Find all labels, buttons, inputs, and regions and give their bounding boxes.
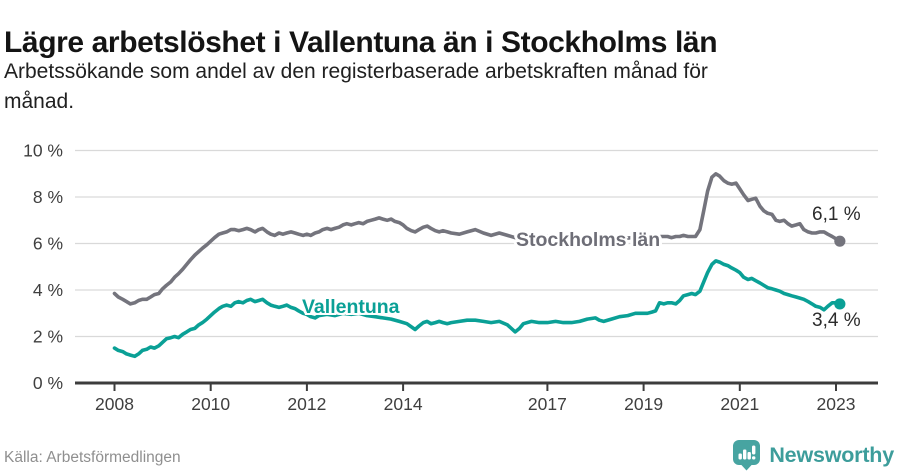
newsworthy-logo[interactable]: Newsworthy <box>732 439 894 471</box>
y-axis-label: 10 % <box>23 141 63 161</box>
subtitle-line-2: månad. <box>4 90 75 113</box>
y-axis-label: 6 % <box>33 234 63 254</box>
end-dot-vallentuna <box>834 298 846 310</box>
end-value-vallentuna: 3,4 % <box>812 310 861 331</box>
x-axis-label: 2021 <box>720 394 759 414</box>
y-axis-label: 0 % <box>33 373 63 393</box>
end-value-stockholms-lan: 6,1 % <box>812 204 861 225</box>
series-line-vallentuna <box>112 259 842 359</box>
x-axis-label: 2017 <box>528 394 567 414</box>
x-axis-label: 2010 <box>191 394 230 414</box>
y-axis-label: 8 % <box>33 187 63 207</box>
page-title: Lägre arbetslöshet i Vallentuna än i Sto… <box>4 26 718 60</box>
end-dot-stockholms-lan <box>834 235 846 247</box>
x-axis-label: 2012 <box>287 394 326 414</box>
series-label-vallentuna: Vallentuna <box>302 296 400 318</box>
source-note: Källa: Arbetsförmedlingen <box>4 449 181 466</box>
newsworthy-icon <box>733 440 761 471</box>
x-axis-label: 2019 <box>624 394 663 414</box>
y-axis-label: 4 % <box>33 280 63 300</box>
y-axis-label: 2 % <box>33 327 63 347</box>
series-line-stockholms-lan <box>112 172 842 306</box>
subtitle-line-1: Arbetssökande som andel av den registerb… <box>4 60 708 83</box>
x-axis-label: 2014 <box>384 394 423 414</box>
chart-subtitle: Arbetssökande som andel av den registerb… <box>4 57 864 117</box>
x-axis-label: 2008 <box>95 394 134 414</box>
newsworthy-logo-text: Newsworthy <box>769 442 894 467</box>
series-label-stockholms-lan: Stockholms län <box>516 229 661 251</box>
x-axis-label: 2023 <box>817 394 856 414</box>
